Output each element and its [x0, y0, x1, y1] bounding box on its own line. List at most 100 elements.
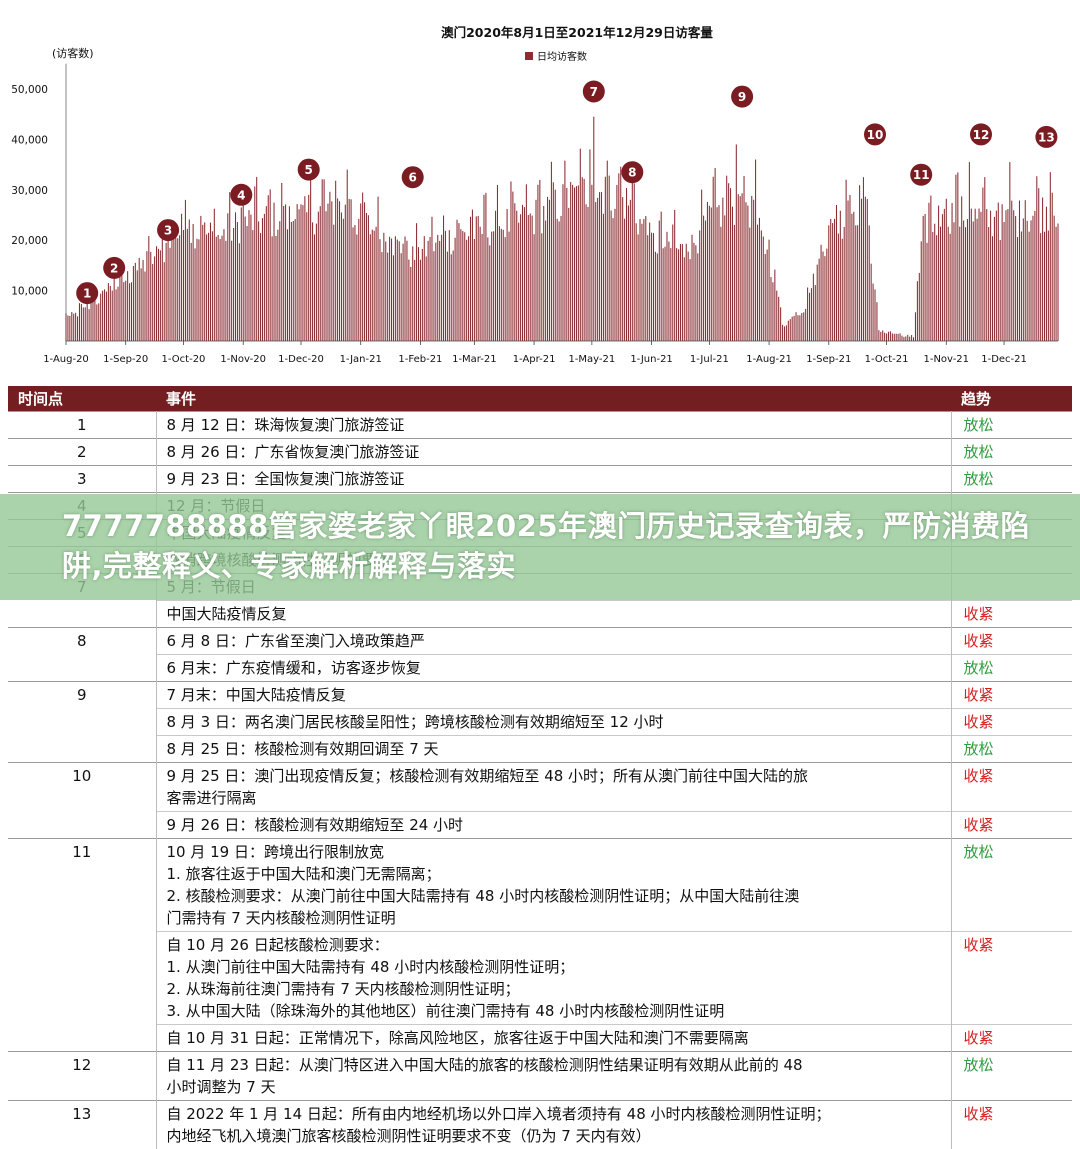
bar	[1009, 162, 1010, 341]
bar	[314, 234, 315, 341]
bar	[92, 302, 93, 341]
cell-trend: 放松	[951, 466, 1072, 493]
bar	[701, 190, 702, 341]
bar	[524, 207, 525, 341]
bar	[695, 245, 696, 341]
bar	[91, 302, 92, 341]
bar	[445, 231, 446, 341]
bar	[562, 184, 563, 341]
bar	[973, 221, 974, 341]
bar	[822, 252, 823, 341]
bar	[751, 196, 752, 341]
bar	[984, 177, 985, 341]
cell-point	[8, 932, 156, 1025]
bar	[801, 313, 802, 341]
bar	[726, 176, 727, 341]
bar	[125, 281, 126, 341]
bar	[1007, 209, 1008, 341]
bar	[77, 316, 78, 341]
cell-trend: 收紧	[951, 709, 1072, 736]
bar	[990, 211, 991, 341]
bar	[532, 216, 533, 341]
bar	[830, 219, 831, 341]
bar	[152, 264, 153, 341]
bar	[678, 249, 679, 341]
bar	[65, 313, 66, 341]
bar	[821, 245, 822, 341]
bar	[638, 234, 639, 341]
bar	[476, 216, 477, 341]
bar	[952, 203, 953, 341]
bar	[888, 332, 889, 341]
bar	[173, 231, 174, 341]
bar	[351, 199, 352, 341]
bar	[102, 291, 103, 341]
bar	[179, 235, 180, 341]
bar	[923, 216, 924, 341]
bar	[986, 209, 987, 341]
bar	[894, 334, 895, 341]
bar	[341, 212, 342, 341]
bar	[767, 250, 768, 341]
bar	[83, 307, 84, 341]
bar	[528, 215, 529, 341]
bar	[682, 244, 683, 341]
bar	[220, 239, 221, 341]
bar	[1046, 207, 1047, 341]
bar	[349, 199, 350, 341]
bar	[950, 234, 951, 341]
bar	[181, 214, 182, 341]
bar	[755, 160, 756, 341]
bar	[655, 252, 656, 341]
y-axis-label: (访客数)	[52, 46, 94, 60]
bar	[811, 288, 812, 341]
bar	[428, 241, 429, 341]
bar	[543, 206, 544, 341]
bar	[759, 218, 760, 341]
bar	[691, 235, 692, 341]
bar	[451, 254, 452, 341]
event-line: 10 月 19 日：跨境出行限制放宽	[167, 841, 941, 863]
bar	[308, 195, 309, 341]
bar	[247, 226, 248, 341]
bar	[794, 316, 795, 341]
cell-event: 自 10 月 31 日起：正常情况下，除高风险地区，旅客往返于中国大陆和澳门不需…	[156, 1025, 951, 1052]
bar	[343, 219, 344, 341]
bar	[245, 217, 246, 341]
table-row: 9 月 26 日：核酸检测有效期缩短至 24 小时收紧	[8, 812, 1072, 839]
cell-trend: 收紧	[951, 763, 1072, 812]
bar	[406, 241, 407, 341]
bar	[416, 223, 417, 341]
bar	[418, 247, 419, 341]
bar	[439, 241, 440, 341]
bar	[243, 195, 244, 341]
bar	[643, 219, 644, 341]
marker-label: 9	[738, 90, 746, 104]
bar	[133, 266, 134, 341]
bar	[769, 240, 770, 341]
bar	[426, 256, 427, 341]
bar	[786, 325, 787, 341]
event-line: 9 月 25 日：澳门出现疫情反复；核酸检测有效期缩短至 48 小时；所有从澳门…	[167, 765, 941, 787]
bar	[1031, 220, 1032, 341]
bar	[370, 234, 371, 341]
bar	[274, 203, 275, 341]
bar	[570, 182, 571, 341]
bar	[653, 233, 654, 341]
bar	[975, 209, 976, 341]
bar	[940, 227, 941, 341]
marker-label: 5	[305, 163, 313, 177]
bar	[559, 221, 560, 341]
bar	[231, 241, 232, 341]
bar	[703, 216, 704, 341]
bar	[599, 192, 600, 341]
table-row: 6 月末：广东疫情缓和，访客逐步恢复放松	[8, 655, 1072, 682]
bar	[890, 331, 891, 341]
bar	[154, 256, 155, 341]
bar	[809, 293, 810, 341]
bar	[258, 221, 259, 341]
bar	[832, 223, 833, 341]
bar	[836, 205, 837, 341]
cell-event: 自 10 月 26 日起核酸检测要求：1. 从澳门前往中国大陆需持有 48 小时…	[156, 932, 951, 1025]
